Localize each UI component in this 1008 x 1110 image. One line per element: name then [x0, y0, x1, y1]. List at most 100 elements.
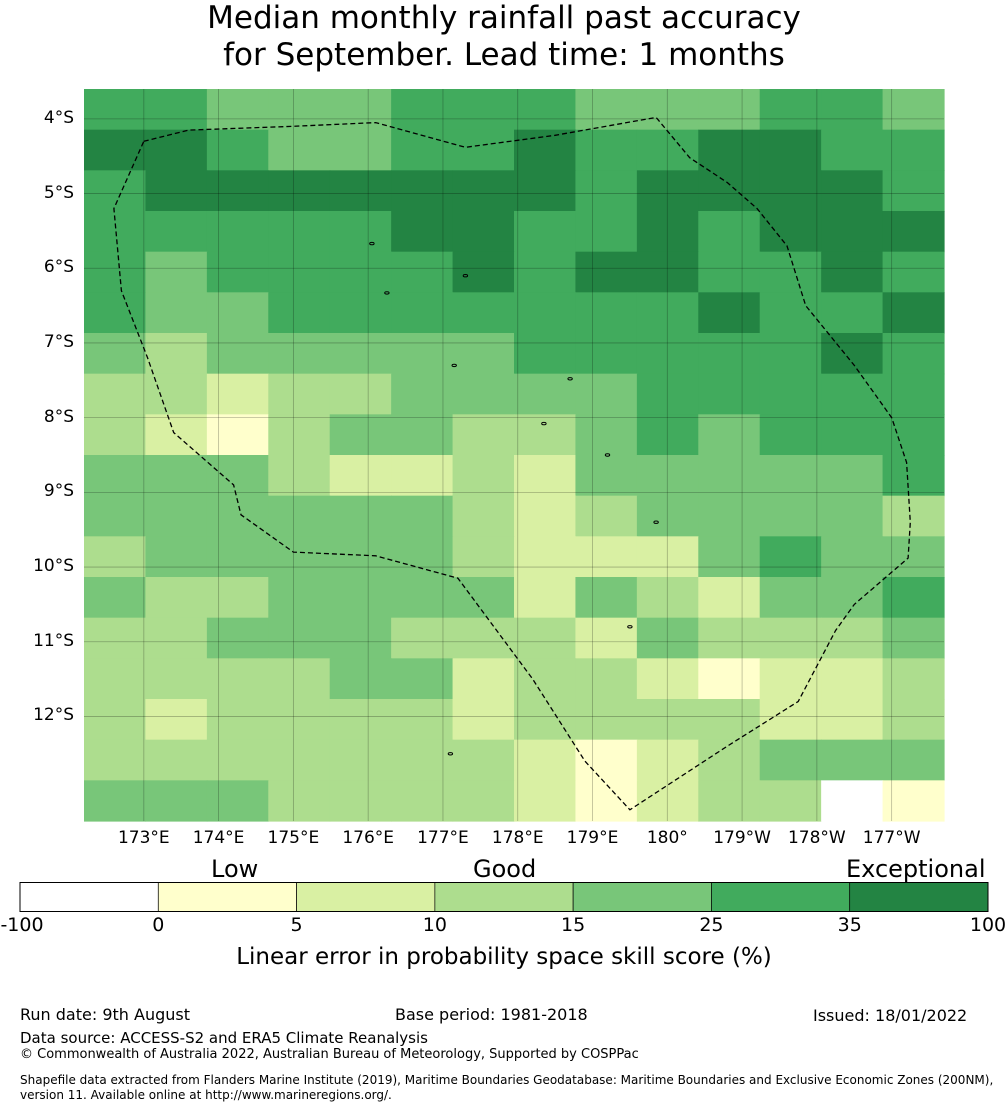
- skill-cell: [145, 577, 208, 619]
- skill-cell: [698, 699, 761, 741]
- skill-cell: [268, 617, 331, 659]
- skill-cell: [329, 739, 392, 781]
- skill-cell: [452, 89, 515, 131]
- skill-cell: [759, 577, 822, 619]
- island-outline: [462, 274, 469, 278]
- skill-cell: [575, 292, 638, 334]
- skill-cell: [391, 495, 454, 537]
- skill-cell: [575, 170, 638, 212]
- skill-cell: [329, 780, 392, 822]
- issued-date: Issued: 18/01/2022: [813, 1006, 968, 1025]
- skill-cell: [636, 739, 699, 781]
- skill-grid-cells: [84, 89, 945, 822]
- skill-cell: [452, 170, 515, 212]
- base-period: Base period: 1981-2018: [395, 1005, 588, 1024]
- skill-cell: [882, 373, 945, 415]
- skill-cell: [514, 658, 577, 700]
- skill-cell: [84, 251, 147, 293]
- skill-cell: [821, 617, 884, 659]
- latitude-label: 5°S: [43, 182, 74, 203]
- longitude-label: 179°W: [713, 828, 771, 848]
- skill-cell: [268, 658, 331, 700]
- skill-cell: [452, 455, 515, 497]
- skill-cell: [514, 129, 577, 171]
- skill-cell: [329, 495, 392, 537]
- skill-cell: [821, 455, 884, 497]
- skill-cell: [636, 211, 699, 253]
- skill-cell: [575, 536, 638, 578]
- skill-cell: [759, 89, 822, 131]
- skill-cell: [759, 414, 822, 456]
- skill-cell: [759, 617, 822, 659]
- skill-cell: [206, 739, 269, 781]
- skill-cell: [759, 373, 822, 415]
- rainfall-skill-map: [84, 89, 945, 822]
- skill-cell: [821, 251, 884, 293]
- skill-cell: [759, 129, 822, 171]
- skill-cell: [759, 211, 822, 253]
- colorbar-tick-label: 0: [152, 914, 165, 936]
- skill-cell: [514, 577, 577, 619]
- longitude-label: 180°: [646, 828, 688, 848]
- skill-cell: [636, 617, 699, 659]
- island-outline: [567, 377, 573, 381]
- skill-cell: [698, 89, 761, 131]
- skill-cell: [514, 536, 577, 578]
- skill-cell: [329, 577, 392, 619]
- skill-cell: [391, 617, 454, 659]
- skill-cell: [759, 658, 822, 700]
- skill-cell: [145, 251, 208, 293]
- skill-cell: [698, 495, 761, 537]
- skill-cell: [268, 536, 331, 578]
- skill-cell: [145, 739, 208, 781]
- colorbar-bin: [849, 882, 989, 912]
- skill-cell: [452, 780, 515, 822]
- colorbar-tick-label: 25: [699, 914, 724, 936]
- skill-cell: [145, 170, 208, 212]
- island-outlines: [369, 241, 659, 756]
- skill-cell: [268, 211, 331, 253]
- skill-cell: [84, 617, 147, 659]
- skill-cell: [698, 536, 761, 578]
- skill-cell: [84, 699, 147, 741]
- colorbar-bin: [711, 882, 851, 912]
- skill-cell: [84, 495, 147, 537]
- skill-cell: [882, 129, 945, 171]
- skill-cell: [514, 739, 577, 781]
- skill-cell: [268, 699, 331, 741]
- skill-cell: [698, 211, 761, 253]
- skill-cell: [391, 577, 454, 619]
- skill-cell: [759, 251, 822, 293]
- skill-cell: [84, 780, 147, 822]
- colorbar-bin: [434, 882, 574, 912]
- skill-cell: [391, 373, 454, 415]
- skill-cell: [575, 455, 638, 497]
- skill-cell: [268, 495, 331, 537]
- colorbar-tick-label: 5: [290, 914, 303, 936]
- skill-cell: [636, 251, 699, 293]
- skill-cell: [514, 699, 577, 741]
- skill-cell: [821, 495, 884, 537]
- skill-cell: [206, 292, 269, 334]
- shapefile-credit-line-1: Shapefile data extracted from Flanders M…: [20, 1073, 994, 1087]
- skill-cell: [206, 536, 269, 578]
- skill-cell: [882, 780, 945, 822]
- skill-cell: [452, 495, 515, 537]
- colorbar-title: Linear error in probability space skill …: [236, 944, 772, 970]
- skill-cell: [268, 577, 331, 619]
- longitude-label: 178°E: [491, 828, 544, 848]
- skill-cell: [84, 373, 147, 415]
- skill-cell: [698, 658, 761, 700]
- skill-cell: [759, 699, 822, 741]
- category-exceptional-label: Exceptional: [846, 855, 986, 883]
- skill-cell: [698, 333, 761, 375]
- skill-cell: [206, 89, 269, 131]
- skill-cell: [268, 251, 331, 293]
- skill-cell: [882, 211, 945, 253]
- skill-cell: [84, 414, 147, 456]
- skill-cell: [636, 170, 699, 212]
- skill-cell: [698, 739, 761, 781]
- skill-cell: [636, 333, 699, 375]
- skill-cell: [391, 536, 454, 578]
- skill-cell: [575, 495, 638, 537]
